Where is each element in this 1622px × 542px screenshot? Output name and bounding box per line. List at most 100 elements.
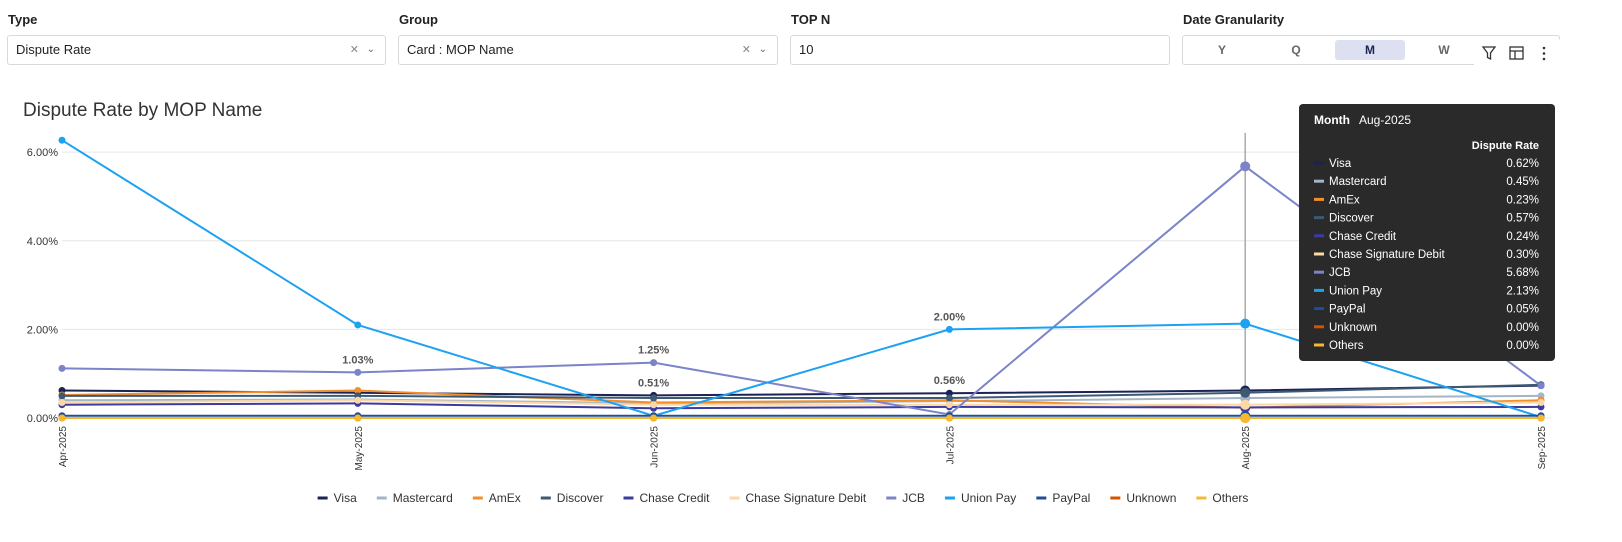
filter-label: TOP N [791, 12, 831, 27]
data-point [58, 414, 66, 422]
toolbar-icons [1481, 46, 1524, 61]
tooltip-series: Mastercard [1329, 176, 1387, 188]
data-point [650, 414, 658, 422]
legend-label: Discover [557, 491, 604, 505]
data-point [945, 325, 953, 333]
x-tick-label: Apr-2025 [58, 426, 69, 468]
legend-item: Discover [540, 491, 604, 505]
x-tick-label: Aug-2025 [1241, 426, 1252, 470]
tooltip-series: Chase Signature Debit [1329, 249, 1446, 261]
toolbar [1474, 38, 1560, 70]
x-tick-label: Jun-2025 [650, 426, 661, 468]
data-point [650, 401, 658, 409]
tooltip-value: 5.68% [1506, 267, 1539, 279]
tooltip-value: 0.45% [1506, 176, 1539, 188]
table-icon-lines [1510, 50, 1523, 59]
data-point [945, 394, 953, 402]
data-point [1240, 387, 1251, 398]
data-point [1240, 161, 1251, 172]
data-point [58, 136, 66, 144]
legend-label: Mastercard [393, 491, 453, 505]
data-point [58, 392, 66, 400]
data-point [945, 389, 953, 397]
y-tick-label: 6.00% [27, 147, 58, 159]
tooltip-series: Discover [1329, 213, 1374, 225]
tooltip-series: Visa [1329, 158, 1352, 170]
series-line [61, 165, 1542, 416]
tooltip-series: Chase Credit [1329, 231, 1397, 243]
table-icon[interactable] [1509, 46, 1524, 60]
legend-label: Chase Signature Debit [746, 491, 867, 505]
series-line [62, 383, 1542, 400]
data-label: 0.56% [934, 375, 965, 387]
tooltip: Month Aug-2025 Dispute Rate Visa 0.62% Master… [1299, 104, 1555, 361]
granularity-option[interactable]: Y [1217, 43, 1226, 57]
legend-item: PayPal [1036, 491, 1090, 505]
top-n-input[interactable]: 10 [790, 35, 1170, 65]
tooltip-value: 0.30% [1506, 249, 1539, 261]
legend-item: Others [1196, 491, 1248, 505]
y-tick-label: 4.00% [27, 236, 58, 248]
tooltip-box [1299, 104, 1555, 361]
legend-item: Unknown [1110, 491, 1176, 505]
series-line [61, 139, 1542, 419]
x-tick-label: Jul-2025 [945, 426, 956, 465]
legend-label: Others [1212, 491, 1248, 505]
data-point [354, 396, 362, 404]
filter-label: Type [8, 12, 38, 27]
tooltip-value: 0.24% [1506, 231, 1539, 243]
type-select[interactable]: Dispute Rate ✕ ⌄ [7, 35, 386, 65]
group-select[interactable]: Card : MOP Name ✕ ⌄ [398, 35, 778, 65]
legend-label: AmEx [489, 491, 521, 505]
x-tick-label: May-2025 [354, 426, 365, 471]
granularity-option[interactable]: M [1335, 40, 1405, 60]
data-label: 0.51% [638, 377, 669, 389]
granularity-option[interactable]: Q [1291, 43, 1301, 57]
legend-item: Visa [317, 491, 357, 505]
data-point [354, 414, 362, 422]
legend-label: PayPal [1052, 491, 1090, 505]
granularity-option[interactable]: W [1438, 43, 1450, 57]
y-tick-label: 0.00% [27, 413, 58, 425]
data-point [1537, 382, 1545, 390]
data-label: 1.03% [342, 354, 373, 366]
tooltip-series: JCB [1329, 267, 1351, 279]
filter-label: Group [399, 12, 438, 27]
more-icon[interactable] [1542, 46, 1546, 61]
chart-title: Dispute Rate by MOP Name [23, 100, 262, 121]
filter-label: Date Granularity [1183, 12, 1285, 27]
legend-label: Chase Credit [639, 491, 710, 505]
legend-item: Mastercard [376, 491, 453, 505]
filter-icon[interactable] [1481, 46, 1497, 61]
x-tick-label: Sep-2025 [1537, 426, 1548, 470]
tooltip-value: 0.00% [1506, 322, 1539, 334]
tooltip-value: 0.23% [1506, 194, 1539, 206]
legend-item: Chase Credit [623, 491, 710, 505]
data-point [1537, 398, 1545, 406]
legend-label: Unknown [1126, 491, 1176, 505]
tooltip-value: 0.57% [1506, 213, 1539, 225]
series-line [61, 399, 1542, 406]
tooltip-series: PayPal [1329, 304, 1365, 316]
tooltip-value: 0.05% [1506, 304, 1539, 316]
legend-item: Union Pay [944, 491, 1016, 505]
legend: Visa Mastercard AmEx Discover Chase Credit Ch… [317, 491, 1248, 505]
tooltip-series: Others [1329, 340, 1364, 352]
data-point [1240, 399, 1251, 410]
data-point [945, 414, 953, 422]
select-value: Card : MOP Name [407, 42, 514, 57]
tooltip-measure: Dispute Rate [1472, 140, 1539, 152]
tooltip-category: Aug-2025 [1359, 113, 1411, 127]
legend-item: Chase Signature Debit [729, 491, 867, 505]
y-tick-label: 2.00% [27, 324, 58, 336]
legend-label: JCB [902, 491, 925, 505]
data-point [1240, 318, 1251, 329]
data-label: 2.00% [934, 311, 965, 323]
tooltip-value: 2.13% [1506, 285, 1539, 297]
data-point [354, 321, 362, 329]
tooltip-series: Unknown [1329, 322, 1377, 334]
series-line [61, 384, 1542, 397]
tooltip-series: AmEx [1329, 194, 1360, 206]
